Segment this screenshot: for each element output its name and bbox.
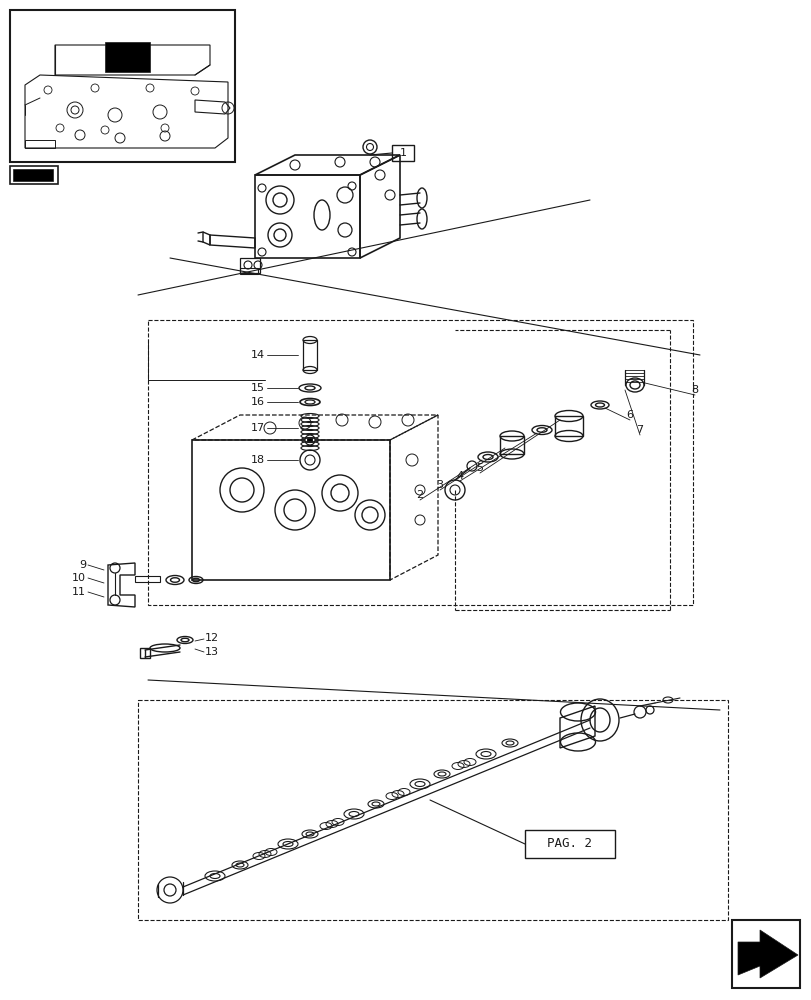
- Bar: [10, 10, 234, 162]
- Circle shape: [305, 435, 315, 445]
- Polygon shape: [737, 930, 797, 978]
- Bar: [392, 145, 414, 161]
- Text: 14: 14: [251, 350, 264, 360]
- Text: 3: 3: [436, 480, 443, 490]
- Text: 17: 17: [251, 423, 264, 433]
- Text: 13: 13: [204, 647, 219, 657]
- Text: 6: 6: [626, 410, 633, 420]
- Polygon shape: [105, 42, 150, 72]
- Text: 9: 9: [79, 560, 86, 570]
- Text: PAG. 2: PAG. 2: [547, 837, 592, 850]
- Circle shape: [307, 438, 312, 442]
- Bar: [554, 416, 582, 436]
- Bar: [525, 830, 614, 858]
- Polygon shape: [13, 169, 53, 181]
- Text: 4: 4: [456, 471, 463, 481]
- Text: 2: 2: [416, 490, 423, 500]
- Bar: [731, 920, 799, 988]
- Bar: [500, 436, 523, 454]
- Bar: [138, 700, 727, 920]
- Bar: [10, 166, 58, 184]
- Bar: [139, 648, 150, 658]
- Text: 10: 10: [72, 573, 86, 583]
- Text: 16: 16: [251, 397, 264, 407]
- Text: 8: 8: [691, 385, 697, 395]
- Text: 1: 1: [399, 148, 406, 158]
- Text: 5: 5: [476, 463, 483, 473]
- Text: 12: 12: [204, 633, 219, 643]
- Text: 11: 11: [72, 587, 86, 597]
- Text: 18: 18: [251, 455, 264, 465]
- Bar: [148, 320, 692, 605]
- Text: 15: 15: [251, 383, 264, 393]
- Text: 7: 7: [636, 425, 643, 435]
- Bar: [303, 340, 316, 370]
